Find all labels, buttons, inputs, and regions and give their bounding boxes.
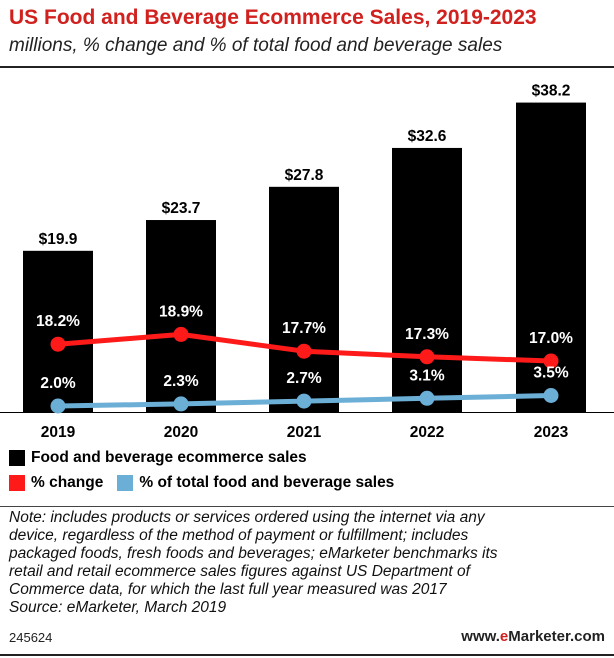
legend-swatch-sales	[9, 450, 25, 466]
chart-subtitle: millions, % change and % of total food a…	[9, 35, 503, 56]
share-value-label: 3.5%	[533, 365, 569, 382]
bar-value-label: $27.8	[285, 167, 324, 184]
change-point	[543, 353, 559, 369]
legend-label-share: % of total food and beverage sales	[139, 474, 395, 491]
x-tick-label: 2023	[534, 424, 569, 441]
note-divider	[0, 506, 614, 507]
bar	[269, 186, 339, 412]
x-tick-label: 2020	[164, 424, 198, 441]
x-tick-label: 2022	[410, 424, 444, 441]
change-value-label: 17.3%	[405, 326, 449, 343]
legend-label-sales: Food and beverage ecommerce sales	[31, 449, 307, 466]
share-point	[50, 398, 66, 414]
change-point	[419, 349, 435, 365]
bar-value-label: $23.7	[162, 200, 201, 217]
bar	[392, 147, 462, 412]
note-line: packaged foods, fresh foods and beverage…	[9, 545, 498, 562]
brand-suffix: .com	[569, 628, 605, 645]
chart-note: Note: includes products or services orde…	[9, 509, 605, 617]
top-divider	[0, 66, 614, 68]
change-point	[173, 326, 189, 342]
note-line: Commerce data, for which the last full y…	[9, 581, 447, 598]
chart-id: 245624	[9, 630, 53, 645]
bar	[146, 220, 216, 412]
note-line: retail and retail ecommerce sales figure…	[9, 563, 470, 580]
share-value-label: 2.3%	[163, 373, 199, 390]
chart-title: US Food and Beverage Ecommerce Sales, 20…	[9, 6, 537, 29]
share-point	[419, 390, 435, 406]
source-line: Source: eMarketer, March 2019	[9, 599, 227, 616]
legend-swatch-share	[117, 475, 134, 491]
change-point	[50, 336, 66, 352]
note-line: device, regardless of the method of paym…	[9, 527, 469, 544]
x-tick-label: 2021	[287, 424, 322, 441]
brand-highlight: e	[499, 628, 509, 645]
share-value-label: 2.7%	[286, 370, 322, 387]
share-point	[296, 393, 312, 409]
change-point	[296, 343, 312, 359]
bar	[23, 250, 93, 412]
legend-row-2: % change % of total food and beverage sa…	[9, 474, 408, 492]
share-point	[173, 396, 189, 412]
legend-row-1: Food and beverage ecommerce sales	[9, 449, 321, 467]
share-value-label: 3.1%	[409, 367, 445, 384]
brand-rest: Marketer	[508, 628, 570, 645]
legend-item-share: % of total food and beverage sales	[117, 474, 394, 492]
bottom-divider	[0, 654, 614, 656]
change-value-label: 17.0%	[529, 330, 573, 347]
legend-item-change: % change	[9, 474, 103, 492]
emarketer-logo: www.eMarketer.com	[461, 628, 605, 645]
change-value-label: 18.9%	[159, 303, 203, 320]
share-point	[543, 388, 559, 403]
legend-item-sales: Food and beverage ecommerce sales	[9, 449, 307, 467]
change-value-label: 17.7%	[282, 320, 326, 337]
bar-value-label: $19.9	[39, 231, 78, 248]
legend-swatch-change	[9, 475, 25, 491]
note-line: Note: includes products or services orde…	[9, 509, 485, 526]
brand-prefix: www.	[461, 628, 500, 645]
x-tick-label: 2019	[41, 424, 76, 441]
bar-value-label: $32.6	[408, 128, 447, 145]
change-value-label: 18.2%	[36, 313, 80, 330]
bar-value-label: $38.2	[532, 83, 571, 100]
share-value-label: 2.0%	[40, 375, 76, 392]
legend-label-change: % change	[31, 474, 104, 491]
chart-area: $19.9 $23.7 $27.8 $32.6 $38.2 18.2% 18.9% 17.7%…	[0, 83, 614, 441]
